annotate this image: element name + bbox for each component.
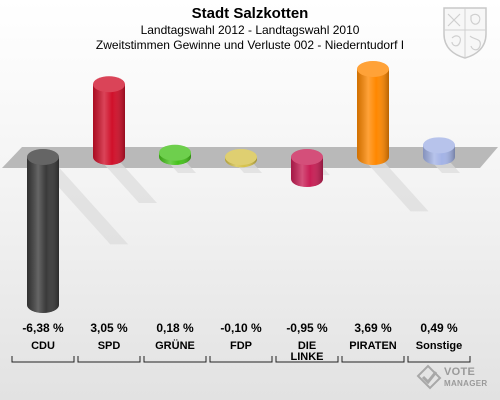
vote-manager-watermark: VOTE MANAGER	[414, 360, 494, 396]
bar-sonstige	[423, 137, 455, 165]
value-label-piraten: 3,69 %	[354, 321, 392, 335]
category-label-fdp: FDP	[230, 340, 252, 352]
axis-bracket-piraten	[341, 356, 405, 363]
bar-cap-highlight-piraten	[357, 61, 389, 77]
bar-shade-spd	[93, 84, 125, 165]
bar-cap-highlight-cdu	[27, 149, 59, 165]
chart-title: Stadt Salzkotten	[191, 5, 309, 22]
bar-shadow-sonstige	[433, 163, 460, 173]
bar-piraten	[357, 61, 389, 165]
value-label-cdu: -6,38 %	[22, 321, 64, 335]
bar-die-linke	[291, 149, 323, 188]
bar-shade-piraten	[357, 69, 389, 165]
category-label-spd: SPD	[98, 340, 121, 352]
axis-bracket-sonstige	[407, 356, 471, 363]
value-label-fdp: -0,10 %	[220, 321, 262, 335]
value-label-sonstige: 0,49 %	[420, 321, 458, 335]
watermark-line2: MANAGER	[444, 379, 488, 388]
axis-bracket-fdp	[209, 356, 273, 363]
bar-cap-highlight-die-linke	[291, 149, 323, 165]
category-label-piraten: PIRATEN	[349, 340, 397, 352]
coat-of-arms-icon	[443, 7, 487, 59]
bar-cap-sonstige	[423, 137, 455, 154]
bar-shadow-grüne	[169, 163, 196, 173]
bar-cap-spd	[93, 76, 125, 93]
bar-cap-highlight-grüne	[159, 144, 191, 161]
watermark-line1: VOTE	[444, 366, 476, 378]
value-label-die-linke: -0,95 %	[286, 321, 328, 335]
axis-bracket-cdu	[11, 356, 75, 363]
bar-grüne	[159, 144, 191, 165]
chart-description: Zweitstimmen Gewinne und Verluste 002 - …	[95, 38, 405, 52]
bar-shadow-spd	[103, 163, 158, 204]
bar-shadow-piraten	[367, 163, 429, 212]
axis-bracket-spd	[77, 356, 141, 363]
axis-bracket-grüne	[143, 356, 207, 363]
bar-shade-cdu	[27, 157, 59, 313]
bar-cap-highlight-fdp	[225, 149, 257, 165]
bar-spd	[93, 76, 125, 165]
chart-subtitle: Landtagswahl 2012 - Landtagswahl 2010	[140, 23, 360, 37]
bar-cap-grüne	[159, 144, 191, 161]
bar-cap-cdu	[27, 149, 59, 165]
bar-cdu	[27, 149, 59, 313]
bar-cap-piraten	[357, 61, 389, 77]
bar-cap-die-linke	[291, 149, 323, 165]
axis-bracket-die-linke	[275, 356, 339, 363]
value-label-grüne: 0,18 %	[156, 321, 194, 335]
category-label-sonstige: Sonstige	[416, 340, 462, 352]
category-label-cdu: CDU	[31, 340, 55, 352]
value-label-spd: 3,05 %	[90, 321, 128, 335]
bar-cap-fdp	[225, 149, 257, 165]
bar-shade-die-linke	[291, 157, 323, 188]
bar-fdp	[225, 149, 257, 168]
ballot-check-icon	[416, 364, 442, 390]
bar-cap-highlight-spd	[93, 76, 125, 93]
category-label-die-linke: DIE LINKE	[291, 340, 324, 363]
bar-cap-highlight-sonstige	[423, 137, 455, 154]
bar-shadow-cdu	[37, 163, 129, 245]
category-label-grüne: GRÜNE	[155, 339, 195, 352]
